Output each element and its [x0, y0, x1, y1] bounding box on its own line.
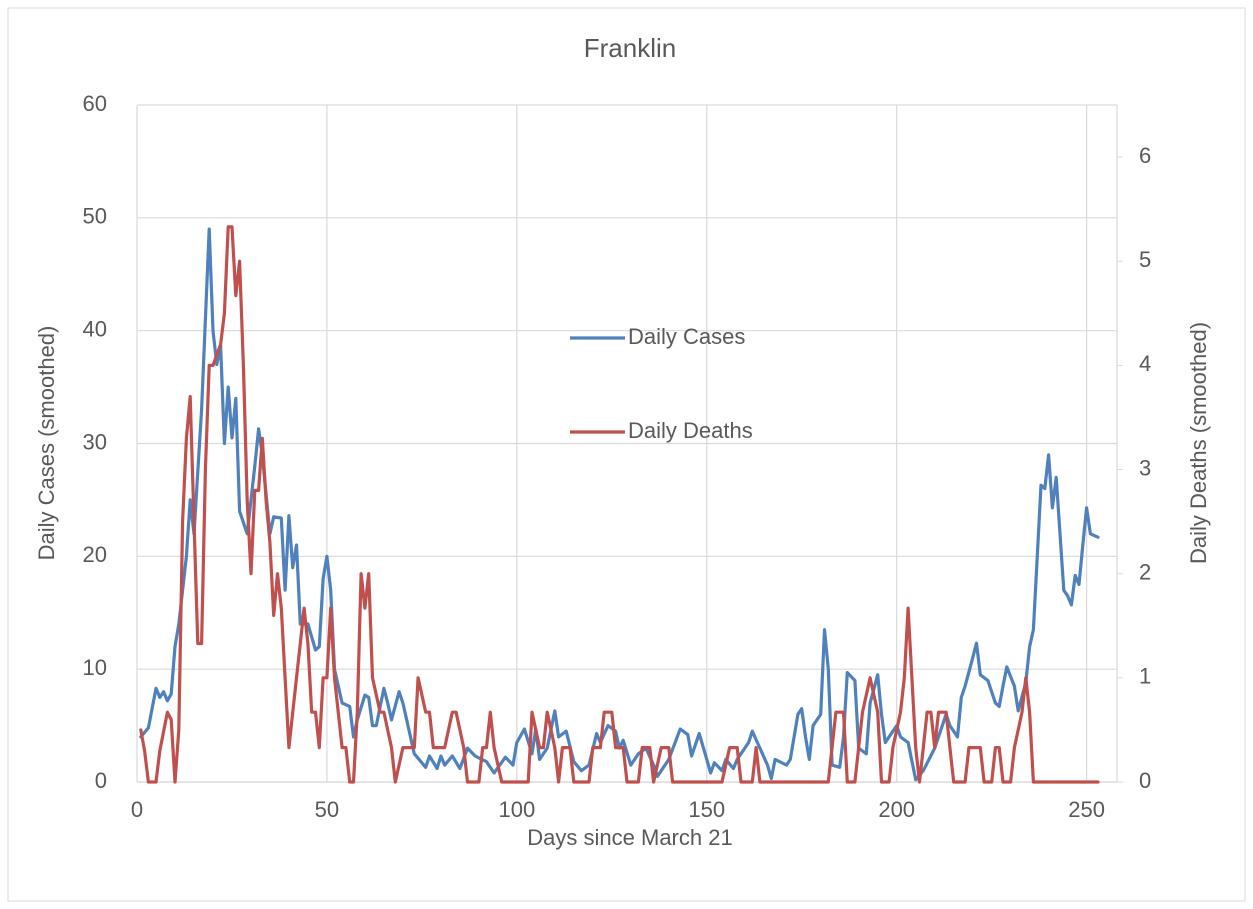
- y-tick-label: 50: [83, 204, 107, 229]
- x-tick-label: 0: [131, 797, 143, 822]
- y2-tick-label: 1: [1139, 664, 1151, 689]
- x-tick-label: 200: [878, 797, 915, 822]
- x-tick-label: 150: [688, 797, 725, 822]
- series-line: [139, 227, 1100, 782]
- y2-tick-label: 2: [1139, 560, 1151, 585]
- series-line: [139, 225, 1100, 784]
- y-tick-label: 40: [83, 316, 107, 341]
- legend-label: Daily Deaths: [628, 418, 753, 443]
- y2-tick-label: 0: [1139, 768, 1151, 793]
- chart-title: Franklin: [584, 33, 676, 63]
- y2-tick-label: 3: [1139, 455, 1151, 480]
- x-tick-label: 100: [498, 797, 535, 822]
- y-tick-label: 0: [95, 768, 107, 793]
- x-tick-label: 250: [1068, 797, 1105, 822]
- y-axis-label: Daily Cases (smoothed): [34, 326, 59, 561]
- x-tick-label: 50: [315, 797, 339, 822]
- y-tick-label: 30: [83, 429, 107, 454]
- y2-tick-label: 6: [1139, 143, 1151, 168]
- legend-label: Daily Cases: [628, 324, 745, 349]
- y-tick-label: 10: [83, 655, 107, 680]
- y-tick-label: 60: [83, 91, 107, 116]
- y2-axis-label: Daily Deaths (smoothed): [1186, 322, 1211, 564]
- x-axis-label: Days since March 21: [527, 825, 732, 850]
- y-tick-label: 20: [83, 542, 107, 567]
- y2-tick-label: 5: [1139, 247, 1151, 272]
- y2-tick-label: 4: [1139, 351, 1151, 376]
